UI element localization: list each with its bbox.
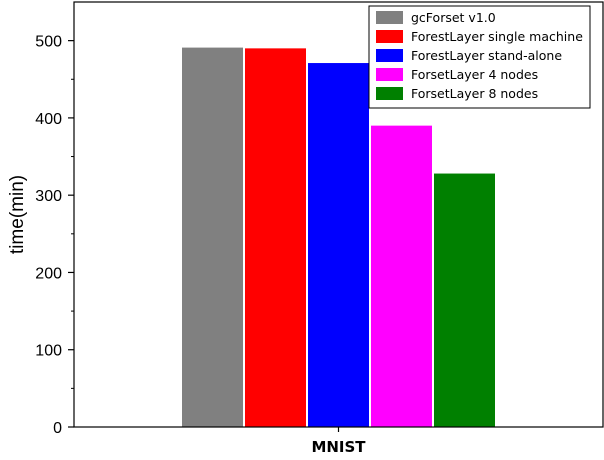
y-tick-label: 500 — [35, 34, 62, 51]
legend-swatch — [376, 30, 403, 43]
bar-4 — [371, 125, 432, 428]
bar-3 — [308, 63, 369, 427]
bar-5 — [434, 173, 495, 427]
bar-2 — [245, 48, 306, 427]
y-tick-label: 200 — [35, 265, 62, 282]
y-axis-ticks: 0 100 200 300 400 500 — [35, 34, 74, 437]
legend-box — [368, 5, 591, 109]
legend-label: gcForset v1.0 — [411, 10, 496, 25]
legend-label: ForsetLayer 4 nodes — [411, 67, 538, 82]
legend-label: ForestLayer single machine — [411, 29, 583, 44]
legend-swatch — [376, 11, 403, 24]
y-tick-label: 0 — [53, 420, 62, 437]
legend: gcForset v1.0 ForestLayer single machine F… — [368, 5, 591, 109]
y-tick-label: 100 — [35, 343, 62, 360]
legend-swatch — [376, 87, 403, 100]
legend-swatch — [376, 49, 403, 62]
y-tick-label: 300 — [35, 188, 62, 205]
y-tick-label: 400 — [35, 111, 62, 128]
x-axis-labels: MNIST — [311, 427, 366, 456]
legend-swatch — [376, 68, 403, 81]
bar-1 — [182, 47, 243, 427]
bars — [182, 47, 495, 428]
y-axis-title: time(min) — [7, 175, 28, 254]
x-tick-label: MNIST — [311, 438, 366, 456]
legend-label: ForsetLayer 8 nodes — [411, 86, 538, 101]
legend-label: ForestLayer stand-alone — [411, 48, 562, 63]
